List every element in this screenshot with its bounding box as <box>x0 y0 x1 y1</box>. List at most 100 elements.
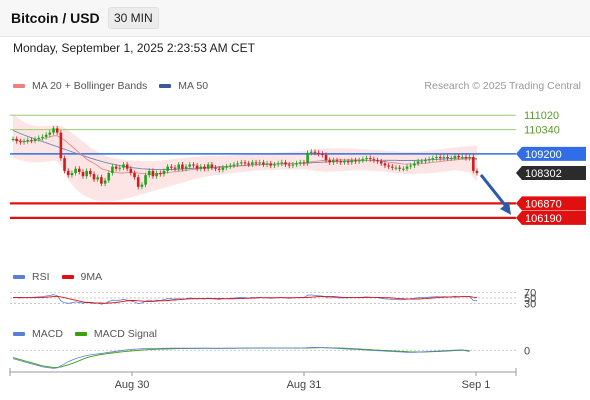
candle-body <box>170 166 173 168</box>
legend-label: RSI <box>32 271 50 283</box>
candle-body <box>446 157 449 159</box>
candle-body <box>41 136 44 138</box>
candle-body <box>383 163 387 166</box>
candle-body <box>147 170 151 176</box>
candle-body <box>313 151 317 153</box>
candle-body <box>306 152 309 164</box>
candle-body <box>365 158 368 160</box>
candle-body <box>133 173 136 178</box>
candle-body <box>19 141 22 143</box>
candle-body <box>295 163 298 165</box>
candle-body <box>111 166 114 173</box>
candle-body <box>350 160 354 163</box>
macd-zero-label: 0 <box>524 345 530 357</box>
legend-label: MA 50 <box>178 80 209 92</box>
rsi-level-label: 70 <box>524 287 536 299</box>
candle-body <box>287 164 291 166</box>
rsi-level-label: 30 <box>524 299 536 311</box>
legend-item-ma20: MA 20 + Bollinger Bands <box>13 80 147 92</box>
candle-body <box>15 139 18 142</box>
credit-text: Research © 2025 Trading Central <box>424 80 581 92</box>
candle-body <box>181 164 184 169</box>
level-tag-label-106870: 106870 <box>525 198 562 210</box>
candle-body <box>435 157 438 159</box>
time-axis-label: Sep 1 <box>462 379 491 391</box>
candle-body <box>221 167 225 170</box>
level-tag-label-106190: 106190 <box>525 213 562 225</box>
candle-body <box>22 141 26 143</box>
candle-body <box>159 173 162 175</box>
candle-body <box>372 159 376 161</box>
candle-body <box>361 159 365 161</box>
level-tag-108302 <box>516 165 586 180</box>
candle-body <box>162 170 166 175</box>
candle-body <box>92 174 96 180</box>
candle-body <box>405 166 409 169</box>
candle-body <box>232 164 236 166</box>
candles-layer <box>11 125 479 190</box>
rsi-level-label: 50 <box>524 293 536 305</box>
candle-body <box>391 166 394 168</box>
candle-body <box>413 163 416 166</box>
report-timestamp: Monday, September 1, 2025 2:23:53 AM CET <box>13 41 255 55</box>
candle-body <box>206 164 210 169</box>
candle-body <box>464 157 468 159</box>
candle-body <box>30 140 33 142</box>
rsi-legend: RSI 9MA <box>13 271 114 283</box>
candle-body <box>324 154 328 161</box>
candle-body <box>74 168 77 173</box>
timeframe-button[interactable]: 30 MIN <box>108 7 159 29</box>
candle-body <box>192 164 195 166</box>
level-label-111020: 111020 <box>524 110 559 122</box>
candle-body <box>217 168 221 170</box>
candle-body <box>199 166 203 169</box>
level-tags-layer: 111020 110340 109200 108302 106870 106190 <box>479 110 586 225</box>
candle-body <box>173 167 177 169</box>
legend-swatch <box>74 332 87 336</box>
candle-body <box>251 162 254 165</box>
candle-body <box>357 160 361 162</box>
legend-item-macd: MACD <box>13 328 63 340</box>
candle-body <box>89 170 92 175</box>
candle-body <box>125 164 129 169</box>
forecast-arrow <box>479 174 510 210</box>
level-tag-106870 <box>516 196 586 211</box>
legend-swatch <box>159 84 172 88</box>
candle-body <box>114 166 118 169</box>
candle-body <box>420 161 424 163</box>
legend-swatch <box>13 332 25 336</box>
level-tag-label-108302: 108302 <box>525 168 562 180</box>
forecast-arrow-head <box>500 201 511 215</box>
candle-body <box>100 177 103 184</box>
legend-swatch <box>13 84 25 88</box>
candle-body <box>203 166 206 169</box>
candle-body <box>247 163 250 165</box>
time-axis-label: Aug 31 <box>287 379 322 391</box>
legend-item-9ma: 9MA <box>61 271 102 283</box>
candle-body <box>52 128 55 133</box>
bollinger-band-layer <box>13 113 477 202</box>
level-tag-109200 <box>516 146 586 161</box>
candle-body <box>346 161 350 163</box>
candle-body <box>309 151 313 153</box>
candle-body <box>402 168 405 170</box>
candle-body <box>107 173 111 181</box>
candle-body <box>33 139 37 141</box>
candle-body <box>302 162 306 164</box>
candle-body <box>81 171 85 177</box>
candle-body <box>354 160 357 162</box>
candle-body <box>265 163 269 165</box>
candle-body <box>243 162 247 164</box>
candle-body <box>118 167 122 169</box>
candle-body <box>280 162 284 164</box>
candle-body <box>291 164 295 166</box>
candle-body <box>166 166 169 171</box>
candle-body <box>63 158 66 171</box>
candle-body <box>394 167 398 169</box>
candle-body <box>449 158 453 160</box>
candle-body <box>442 157 446 159</box>
candle-body <box>140 184 144 187</box>
candle-body <box>184 166 188 169</box>
header-bar: Bitcoin / USD 30 MIN <box>0 0 590 37</box>
candle-body <box>427 159 431 161</box>
